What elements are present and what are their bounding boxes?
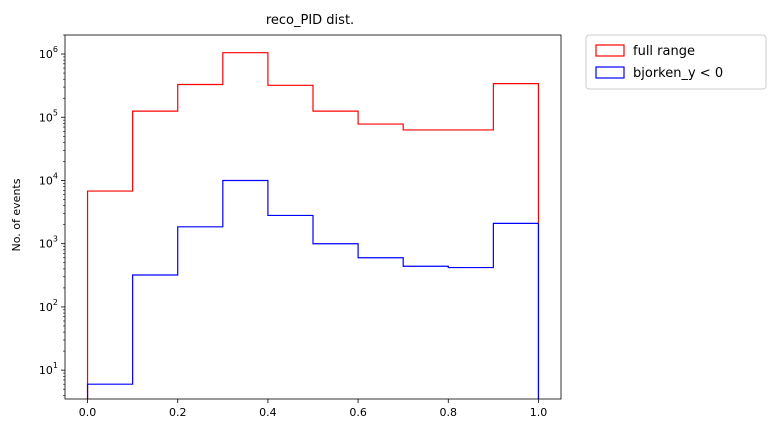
chart-title: reco_PID dist.	[266, 13, 354, 28]
x-tick-label: 0.8	[440, 406, 458, 419]
legend: full range bjorken_y < 0	[585, 34, 767, 90]
y-tick-label: 106	[39, 45, 58, 61]
y-tick-label: 101	[39, 361, 58, 377]
legend-label: full range	[633, 44, 695, 59]
x-tick-label: 0.4	[259, 406, 277, 419]
legend-box	[585, 34, 767, 90]
x-tick-label: 0.2	[169, 406, 187, 419]
legend-swatch	[595, 66, 625, 79]
y-tick-label: 103	[39, 235, 58, 251]
y-axis-label: No. of events	[10, 178, 23, 251]
x-tick-label: 1.0	[530, 406, 548, 419]
histogram-series-1	[86, 52, 540, 399]
plot-frame	[64, 34, 562, 400]
histogram-series-2	[86, 179, 540, 399]
y-tick-label: 102	[39, 298, 58, 314]
legend-swatch	[595, 44, 625, 57]
plot-area: 101 102 103 104 105 106 0.0 0.2 0.4 0.6 0.8 1.0	[39, 34, 562, 419]
x-tick-label: 0.6	[349, 406, 367, 419]
y-tick-label: 105	[39, 108, 58, 124]
x-tick-label: 0.0	[79, 406, 97, 419]
legend-label: bjorken_y < 0	[633, 66, 723, 81]
y-tick-label: 104	[39, 171, 58, 187]
